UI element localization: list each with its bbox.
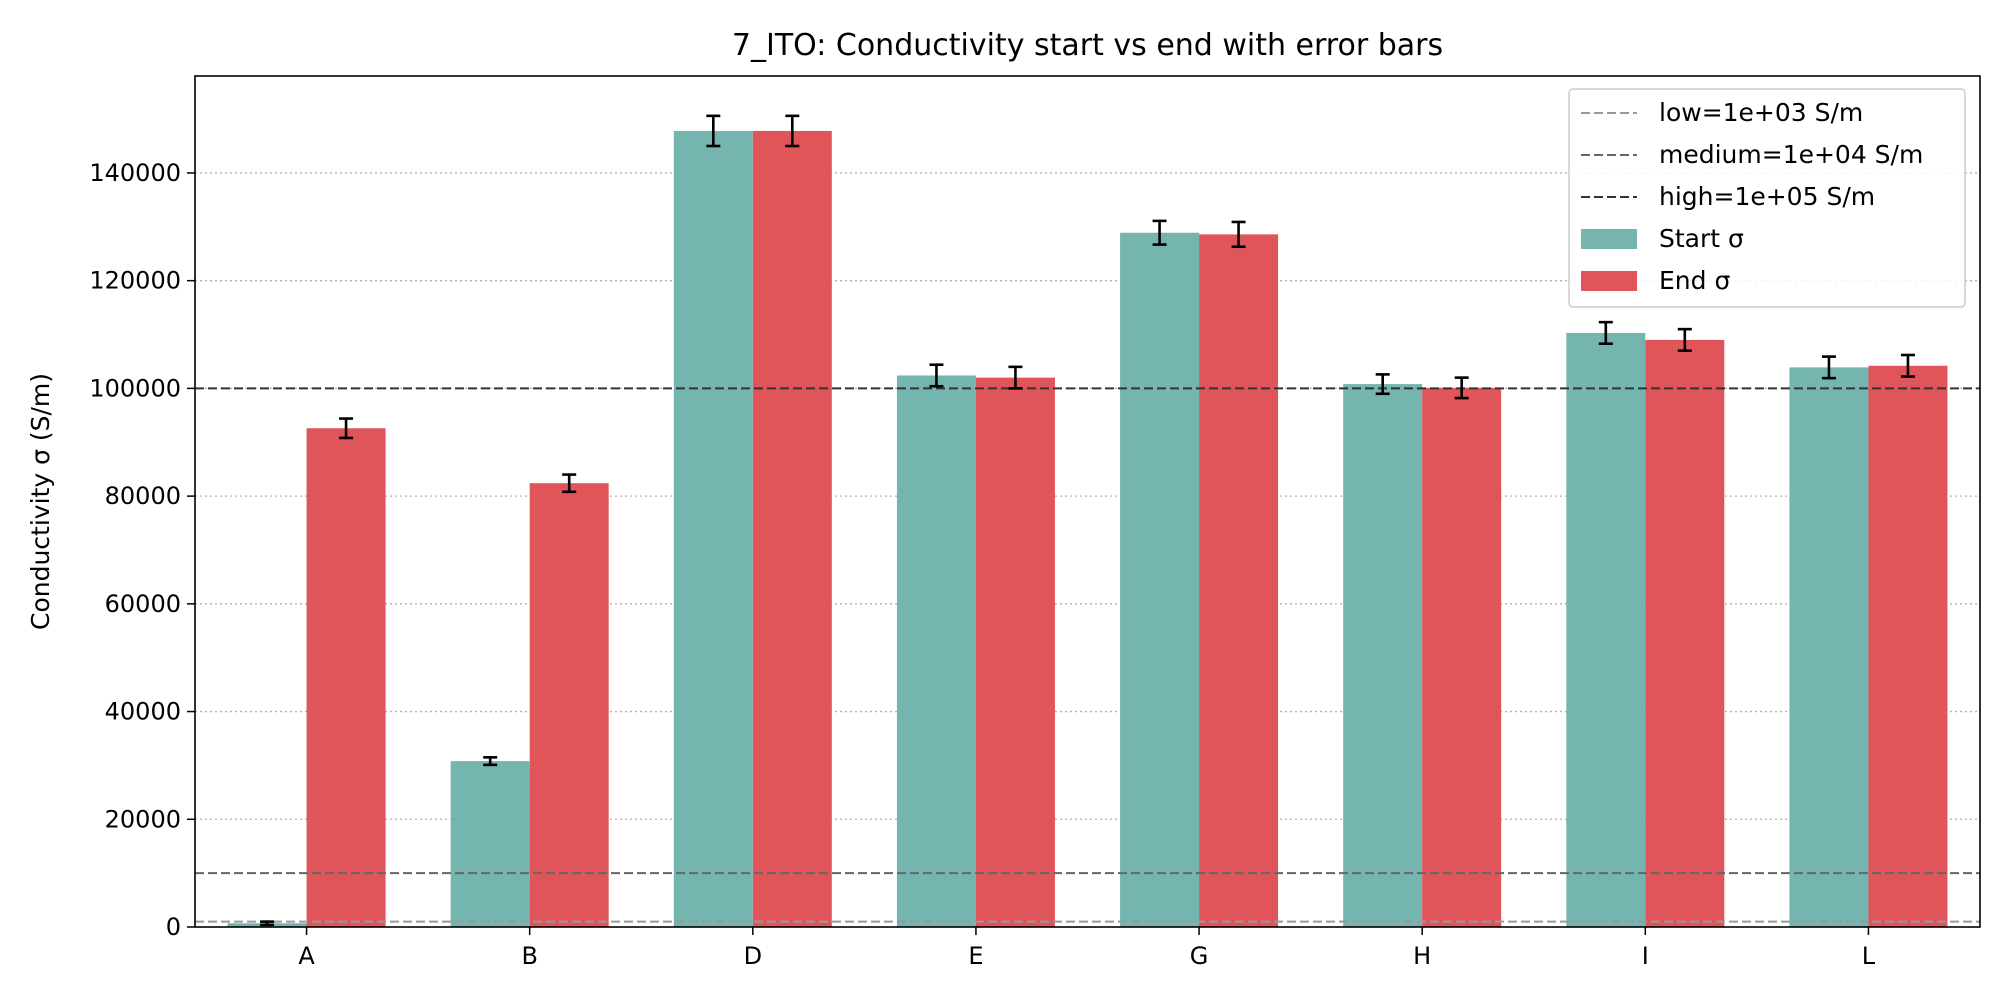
error-bar-start-E	[929, 363, 944, 388]
error-bar-end-I	[1677, 327, 1692, 352]
error-bars	[260, 114, 1915, 927]
y-axis: 0 20000 40000 60000 80000 100000 120000 140000	[89, 159, 195, 941]
error-bar-end-B	[562, 473, 577, 494]
y-tick-label: 120000	[89, 267, 181, 295]
bar-end-D	[752, 130, 832, 927]
bar-end-I	[1645, 339, 1725, 927]
bar-start-D	[673, 130, 753, 927]
plot-frame	[194, 75, 1981, 928]
legend-label: medium=1e+04 S/m	[1659, 140, 1923, 169]
legend-label: End σ	[1659, 266, 1730, 295]
chart-title: 7_ITO: Conductivity start vs end with er…	[732, 28, 1443, 63]
legend-box	[1568, 88, 1966, 308]
y-tick-label: 100000	[89, 374, 181, 402]
bar-end-L	[1868, 365, 1948, 927]
y-axis-title: Conductivity σ (S/m)	[26, 373, 55, 630]
legend-label: high=1e+05 S/m	[1659, 182, 1875, 211]
bar-start-I	[1566, 332, 1646, 927]
x-tick-label: I	[1642, 942, 1649, 970]
y-tick-label: 40000	[105, 698, 181, 726]
y-tick-label: 60000	[105, 590, 181, 618]
x-tick-label: A	[298, 942, 315, 970]
bar-end-G	[1199, 234, 1279, 927]
bar-start-H	[1343, 384, 1423, 927]
bar-start-G	[1120, 232, 1200, 928]
x-tick-label: L	[1862, 942, 1876, 970]
x-tick-label: G	[1190, 942, 1209, 970]
error-bar-end-E	[1008, 365, 1023, 390]
y-tick-label: 140000	[89, 159, 181, 187]
error-bar-start-H	[1375, 373, 1390, 396]
x-tick-label: H	[1413, 942, 1431, 970]
bar-end-E	[975, 377, 1055, 927]
bar-start-L	[1789, 367, 1869, 927]
bars	[227, 130, 1948, 928]
error-bar-start-D	[706, 114, 721, 148]
legend: low=1e+03 S/m medium=1e+04 S/m high=1e+05 …	[1568, 88, 1966, 308]
error-bar-start-I	[1598, 320, 1613, 345]
error-bar-start-A	[260, 920, 275, 927]
error-bar-end-D	[785, 114, 800, 148]
error-bar-start-B	[483, 756, 498, 767]
legend-swatch-start	[1581, 229, 1637, 249]
error-bar-end-L	[1900, 353, 1915, 378]
bar-start-B	[450, 761, 530, 927]
error-bar-start-G	[1152, 219, 1167, 246]
reference-lines	[195, 387, 1980, 923]
bar-end-B	[529, 483, 609, 927]
legend-label: Start σ	[1659, 224, 1744, 253]
y-tick-label: 0	[166, 913, 181, 941]
legend-swatch-end	[1581, 271, 1637, 291]
y-tick-label: 20000	[105, 805, 181, 833]
bar-end-H	[1422, 387, 1502, 928]
x-tick-label: D	[744, 942, 762, 970]
error-bar-end-A	[339, 417, 354, 440]
error-bar-start-L	[1821, 355, 1836, 380]
error-bar-end-H	[1454, 376, 1469, 400]
y-tick-label: 80000	[105, 482, 181, 510]
legend-label: low=1e+03 S/m	[1659, 98, 1863, 127]
error-bar-end-G	[1231, 220, 1246, 249]
x-tick-label: B	[521, 942, 537, 970]
bar-end-A	[306, 428, 386, 927]
x-tick-label: E	[968, 942, 983, 970]
bar-start-E	[896, 375, 976, 927]
